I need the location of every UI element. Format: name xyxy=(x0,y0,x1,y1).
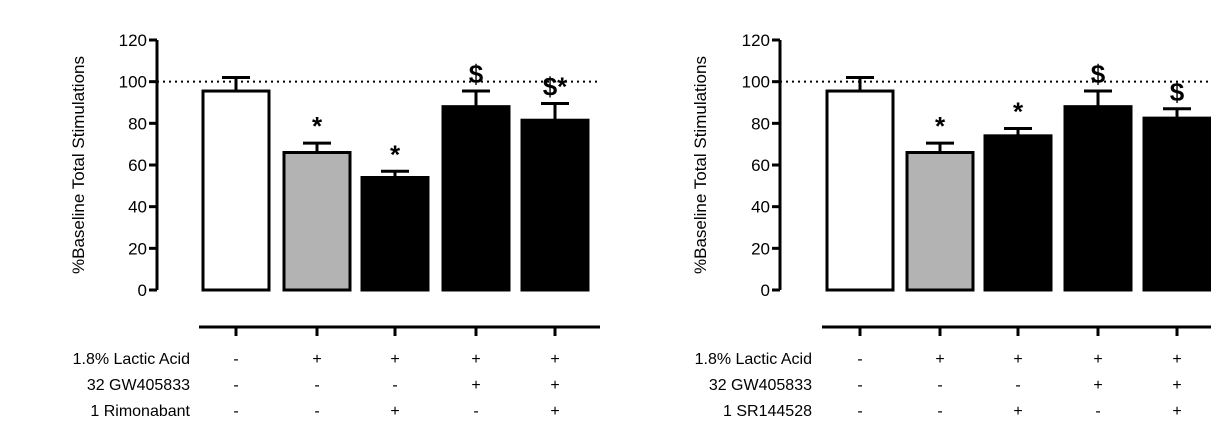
y-tick-label: 80 xyxy=(751,114,770,133)
condition-label: 1.8% Lactic Acid xyxy=(695,351,812,368)
condition-label: 1.8% Lactic Acid xyxy=(73,351,190,368)
condition-sign: - xyxy=(1015,377,1020,394)
condition-label: 32 GW405833 xyxy=(87,377,190,394)
bar xyxy=(520,118,590,292)
chart-panel-2: %Baseline Total Stimulations 0 20 40 60 80 100… xyxy=(691,31,1211,420)
significance-marker: * xyxy=(935,111,946,141)
condition-sign: + xyxy=(312,351,321,368)
condition-sign: + xyxy=(550,377,559,394)
y-tick-label: 0 xyxy=(138,281,147,300)
significance-marker: $ xyxy=(1170,77,1185,107)
condition-sign: + xyxy=(471,351,480,368)
bar xyxy=(201,89,271,292)
y-tick-label: 20 xyxy=(751,239,770,258)
condition-sign: + xyxy=(1172,403,1181,420)
condition-sign: + xyxy=(390,403,399,420)
significance-marker: * xyxy=(1013,97,1024,127)
chart-panel-1: %Baseline Total Stimulations 0 20 40 60 80 100… xyxy=(69,31,600,420)
y-tick-label: 40 xyxy=(751,198,770,217)
condition-sign: - xyxy=(314,377,319,394)
condition-sign: - xyxy=(233,377,238,394)
y-axis-label: %Baseline Total Stimulations xyxy=(69,56,88,274)
condition-sign: - xyxy=(473,403,478,420)
condition-sign: + xyxy=(390,351,399,368)
condition-sign: + xyxy=(471,377,480,394)
bar xyxy=(441,105,511,292)
y-tick-label: 20 xyxy=(128,239,147,258)
y-tick-label: 60 xyxy=(751,156,770,175)
condition-sign: - xyxy=(314,403,319,420)
significance-marker: $ xyxy=(1091,59,1106,89)
condition-sign: + xyxy=(1172,351,1181,368)
condition-sign: + xyxy=(935,351,944,368)
significance-marker: * xyxy=(390,139,401,169)
bar xyxy=(825,89,895,292)
condition-sign: + xyxy=(1013,351,1022,368)
condition-label: 1 Rimonabant xyxy=(90,403,190,420)
significance-marker: * xyxy=(312,111,323,141)
condition-sign: + xyxy=(550,403,559,420)
bar xyxy=(360,176,430,292)
bar xyxy=(1142,116,1211,292)
y-tick-label: 80 xyxy=(128,114,147,133)
condition-sign: - xyxy=(392,377,397,394)
condition-label: 1 SR144528 xyxy=(723,403,812,420)
bar xyxy=(905,151,975,292)
condition-sign: - xyxy=(937,377,942,394)
condition-sign: - xyxy=(857,377,862,394)
y-tick-label: 60 xyxy=(128,156,147,175)
y-tick-label: 120 xyxy=(742,31,770,50)
y-tick-label: 100 xyxy=(119,73,147,92)
condition-sign: - xyxy=(857,351,862,368)
condition-sign: - xyxy=(857,403,862,420)
y-tick-label: 100 xyxy=(742,73,770,92)
bar xyxy=(282,151,352,292)
condition-sign: - xyxy=(233,351,238,368)
condition-sign: + xyxy=(1093,377,1102,394)
y-tick-label: 120 xyxy=(119,31,147,50)
y-axis-label: %Baseline Total Stimulations xyxy=(691,56,710,274)
condition-sign: + xyxy=(1013,403,1022,420)
condition-sign: - xyxy=(233,403,238,420)
condition-sign: - xyxy=(1095,403,1100,420)
y-tick-label: 0 xyxy=(761,281,770,300)
condition-sign: + xyxy=(1172,377,1181,394)
y-tick-label: 40 xyxy=(128,198,147,217)
condition-sign: + xyxy=(550,351,559,368)
condition-sign: + xyxy=(1093,351,1102,368)
significance-marker: $* xyxy=(543,72,568,102)
significance-marker: $ xyxy=(469,59,484,89)
condition-label: 32 GW405833 xyxy=(709,377,812,394)
condition-sign: - xyxy=(937,403,942,420)
bar xyxy=(983,134,1053,292)
bar xyxy=(1063,105,1133,292)
